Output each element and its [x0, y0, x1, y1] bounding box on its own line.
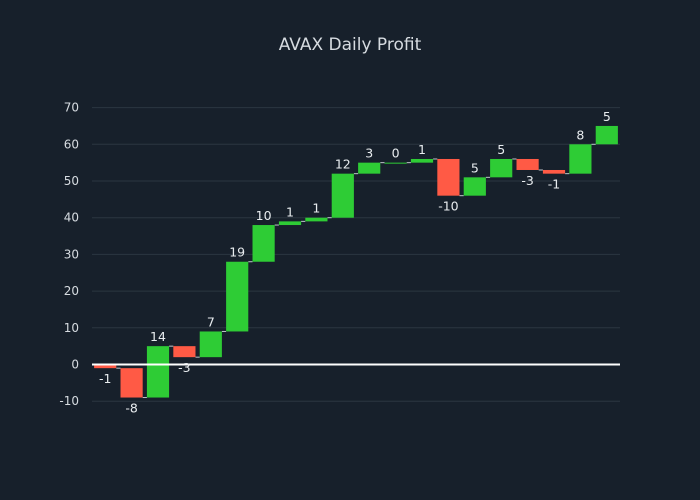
connector-layer	[116, 143, 596, 399]
bar-layer	[94, 125, 618, 398]
waterfall-bar	[358, 162, 381, 174]
y-tick-label: 50	[64, 174, 79, 188]
data-label: 5	[497, 142, 505, 157]
waterfall-bar	[490, 158, 513, 178]
waterfall-bar	[278, 221, 302, 226]
y-tick-label: 0	[71, 358, 79, 372]
data-label: -3	[178, 360, 190, 375]
y-tick-label: -10	[59, 394, 79, 408]
waterfall-bar	[384, 162, 407, 164]
waterfall-bar	[199, 331, 222, 358]
data-label: 19	[229, 245, 245, 260]
y-tick-label: 30	[64, 247, 79, 261]
data-label: 10	[256, 208, 272, 223]
data-label: 0	[392, 146, 400, 161]
y-tick-label: 20	[64, 284, 79, 298]
data-label: 3	[365, 146, 373, 161]
data-label: 1	[418, 142, 426, 157]
waterfall-bar	[173, 346, 196, 358]
data-label: 8	[576, 127, 584, 142]
data-label: -8	[125, 401, 138, 416]
data-label: 7	[207, 314, 215, 329]
data-label: 1	[286, 204, 294, 219]
data-label: 12	[335, 157, 351, 172]
data-label: 5	[603, 109, 611, 124]
data-label: -3	[521, 173, 533, 188]
data-label: -1	[548, 177, 560, 192]
waterfall-bar	[146, 346, 170, 398]
y-tick-label: 70	[64, 101, 79, 115]
waterfall-bar	[437, 158, 460, 196]
waterfall-bar	[516, 158, 539, 170]
data-label: 1	[312, 201, 320, 216]
data-label: -1	[99, 371, 111, 386]
chart-title: AVAX Daily Profit	[279, 35, 422, 55]
waterfall-bar	[252, 225, 275, 262]
grid-layer	[92, 107, 620, 402]
data-label: -10	[438, 199, 458, 214]
y-tick-label: 10	[64, 321, 79, 335]
waterfall-bar	[410, 158, 434, 163]
data-label: 14	[150, 329, 166, 344]
waterfall-bar	[94, 364, 117, 369]
y-axis-ticks: -10 0 10 20 30 40 50 60 70	[59, 101, 79, 409]
waterfall-bar	[305, 217, 328, 222]
waterfall-bar	[542, 169, 566, 174]
y-tick-label: 40	[64, 211, 79, 225]
waterfall-bar	[595, 125, 618, 145]
waterfall-bar	[463, 177, 486, 196]
waterfall-bar	[331, 173, 354, 218]
data-label: 5	[471, 160, 479, 175]
waterfall-bar	[226, 261, 249, 332]
waterfall-bar	[120, 368, 143, 398]
waterfall-bar	[569, 144, 592, 174]
y-tick-label: 60	[64, 137, 79, 151]
